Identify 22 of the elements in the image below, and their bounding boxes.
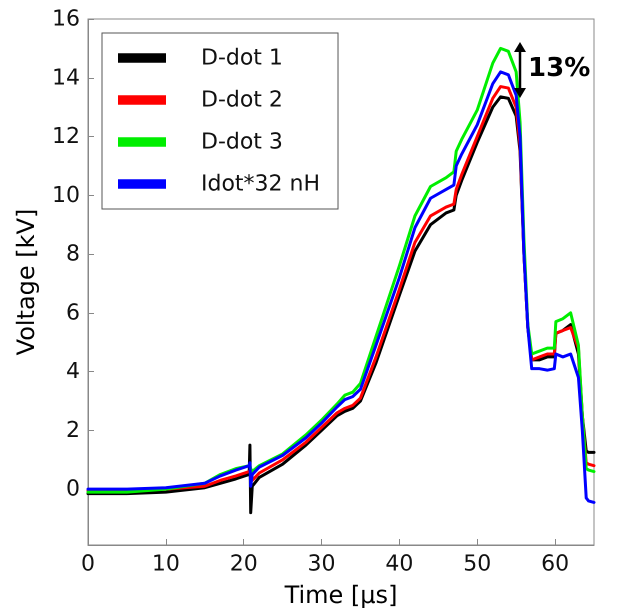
y-tick-label: 12 (52, 124, 80, 150)
legend-label: D-dot 3 (201, 130, 283, 154)
y-tick-label: 8 (66, 242, 80, 267)
y-tick-label: 14 (52, 65, 80, 90)
x-axis-title: Time [μs] (284, 581, 398, 609)
legend-label: D-dot 2 (201, 88, 283, 112)
y-tick-label: 16 (52, 6, 80, 32)
x-tick-label: 60 (541, 552, 570, 576)
x-tick-label: 40 (385, 552, 414, 576)
x-tick-label: 10 (152, 552, 180, 576)
x-tick-label: 50 (463, 552, 492, 576)
y-tick-label: 10 (52, 182, 80, 208)
legend-label: D-dot 1 (201, 46, 283, 70)
x-tick-label: 30 (308, 552, 336, 576)
y-tick-label: 4 (66, 359, 80, 384)
annotation: 13% (528, 53, 590, 84)
x-tick-label: 20 (230, 552, 258, 576)
legend-label: Idot*32 nH (201, 172, 320, 196)
y-tick-label: 6 (66, 300, 80, 326)
y-tick-label: 2 (66, 418, 80, 443)
y-axis-title: Voltage [kV] (12, 208, 40, 356)
y-tick-label: 0 (66, 476, 80, 502)
